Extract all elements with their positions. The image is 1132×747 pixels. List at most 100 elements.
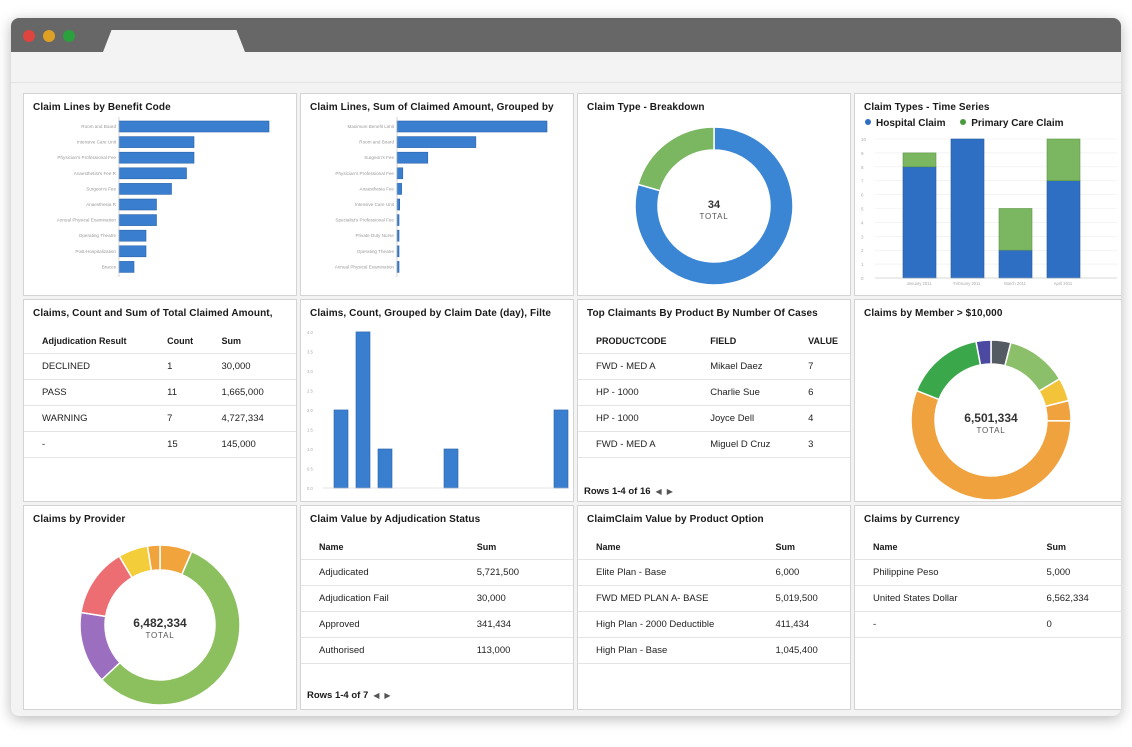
panel-title: Claims, Count, Grouped by Claim Date (da… [310,308,552,319]
column-header[interactable]: FIELD [692,328,791,354]
claims-by-date-chart: 0.0 0.5 1.0 1.5 2.0 2.5 3.0 3.5 4.0 [307,330,569,491]
table-row[interactable]: HP - 1000 Charlie Sue 6 [578,379,850,406]
bar [396,198,400,211]
bar [355,331,371,489]
x-tick-label: February 2011 [954,281,982,286]
table-row[interactable]: -15 145,000 [24,431,296,458]
column-header[interactable]: Sum [757,534,850,560]
column-header[interactable]: Sum [458,534,573,560]
table-cell: Miguel D Cruz [692,431,791,458]
table-cell: 6,000 [757,559,850,586]
column-header[interactable]: PRODUCTCODE [578,328,693,354]
bar-category-label: Room and Board [81,124,116,129]
stacked-bar-segment [998,208,1033,251]
table-cell: United States Dollar [855,585,1029,612]
bar-category-label: Maximum Benefit Limit [348,124,395,129]
bar [553,409,569,489]
bar [396,167,404,180]
table-cell: Adjudicated [301,559,459,586]
table-row[interactable]: Elite Plan - Base 6,000 [578,559,850,586]
x-tick-label: March 2011 [1004,281,1026,286]
y-tick-label: 3 [861,234,864,239]
bar-category-label: Operating Theatre [357,249,395,254]
table-row[interactable]: DECLINED 1 30,000 [24,353,296,380]
table-row[interactable]: Authorised 113,000 [301,637,573,664]
table-row[interactable]: FWD - MED A Mikael Daez 7 [578,353,850,380]
bar [396,120,548,133]
panel-claim-value-product: ClaimClaim Value by Product Option Name S… [577,505,851,710]
bar [377,448,393,489]
bar-category-label: Braces [102,264,117,269]
y-tick-label: 4 [861,220,864,225]
table-row[interactable]: WARNING 7 4,727,334 [24,405,296,432]
column-header[interactable]: Sum [1028,534,1121,560]
column-header[interactable]: Adjudication Result [24,328,150,354]
bar [118,183,172,195]
maximize-window-button[interactable] [63,30,75,42]
y-tick-label: 3.5 [307,349,313,354]
table-row[interactable]: PASS 11 1,665,000 [24,379,296,406]
column-header[interactable]: Sum [203,328,296,354]
pager-label: Rows 1-4 of 7 [307,690,369,701]
minimize-window-button[interactable] [43,30,55,42]
column-header[interactable]: VALUE [790,328,850,354]
browser-window: Claim Lines by Benefit Code Room and Boa… [11,18,1121,716]
next-page-button[interactable]: ▶ [666,487,673,496]
prev-page-button[interactable]: ◀ [373,691,380,700]
panel-top-claimants: Top Claimants By Product By Number Of Ca… [577,299,851,502]
table-row[interactable]: Philippine Peso 5,000 [855,559,1121,586]
bar-category-label: Intensive Care Unit [355,202,395,207]
table-row[interactable]: FWD MED PLAN A- BASE 5,019,500 [578,585,850,612]
adjudication-status-table: Name Sum Adjudicated 5,721,500 Adjudication … [301,534,573,664]
panel-claims-by-provider: Claims by Provider 6,482,334 TOTAL [23,505,297,710]
donut-total-label: TOTAL [699,212,728,221]
column-header[interactable]: Name [301,534,459,560]
next-page-button[interactable]: ▶ [384,691,391,700]
table-cell: PASS [24,379,150,406]
donut-total-label: TOTAL [145,631,174,640]
dashboard: Claim Lines by Benefit Code Room and Boa… [23,93,1121,710]
column-header[interactable]: Name [578,534,758,560]
bar [396,183,402,195]
claim-lines-sum-chart: Maximum Benefit Limit Room and Board Surge… [335,117,548,277]
table-row[interactable]: Adjudicated 5,721,500 [301,559,573,586]
donut-total-label: TOTAL [976,426,1005,435]
table-row[interactable]: -0 [855,611,1121,638]
prev-page-button[interactable]: ◀ [655,487,662,496]
table-cell: FWD MED PLAN A- BASE [578,585,758,612]
browser-tab[interactable] [103,30,245,52]
panel-title: Claim Lines by Benefit Code [33,102,171,113]
table-cell: 5,721,500 [458,559,573,586]
bar [118,151,195,164]
close-window-button[interactable] [23,30,35,42]
bar-category-label: Anaesthesia Fee [360,186,395,191]
pager-label: Rows 1-4 of 16 [584,486,651,497]
legend-item-primary-care[interactable]: Primary Care Claim [960,118,1064,129]
claim-lines-benefit-chart: Room and Board Intensive Care Unit Physici… [57,117,270,277]
table-row[interactable]: Adjudication Fail 30,000 [301,585,573,612]
bar [396,151,429,164]
table-cell: Joyce Dell [692,405,791,432]
table-cell: 341,434 [458,611,573,638]
column-header[interactable]: Count [149,328,204,354]
y-tick-label: 10 [861,137,867,142]
panel-title: Claim Type - Breakdown [587,102,705,113]
column-header[interactable]: Name [855,534,1029,560]
table-cell: Mikael Daez [692,353,791,380]
table-row[interactable]: United States Dollar 6,562,334 [855,585,1121,612]
panel-claim-value-adjudication: Claim Value by Adjudication Status Name S… [300,505,574,710]
legend-item-hospital[interactable]: Hospital Claim [865,118,945,129]
table-row[interactable]: Approved 341,434 [301,611,573,638]
table-cell: Approved [301,611,459,638]
y-tick-label: 6 [861,193,864,198]
stacked-bar-segment [1046,180,1081,279]
table-row[interactable]: HP - 1000 Joyce Dell 4 [578,405,850,432]
bar-category-label: Private Duty Nurse [355,233,394,238]
bar [118,245,147,258]
bar-category-label: Annual Physical Examination [335,264,395,269]
table-row[interactable]: High Plan - Base 1,045,400 [578,637,850,664]
table-row[interactable]: High Plan - 2000 Deductible 411,434 [578,611,850,638]
table-row[interactable]: FWD - MED A Miguel D Cruz 3 [578,431,850,458]
